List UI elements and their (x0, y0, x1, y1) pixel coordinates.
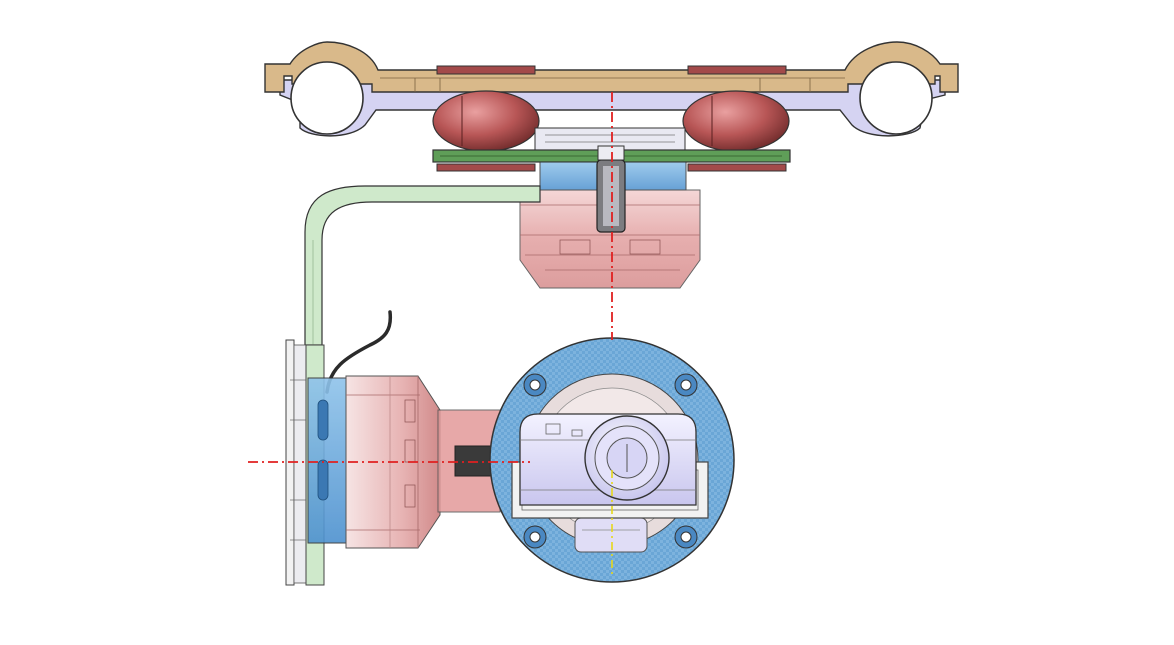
centerlines (248, 92, 613, 578)
roll-arm (304, 185, 541, 346)
yaw-motor-icon (519, 145, 701, 289)
damper-ball-icon (432, 90, 790, 172)
camera-icon (511, 413, 709, 553)
screw-holes (523, 373, 698, 549)
cable (325, 310, 393, 394)
